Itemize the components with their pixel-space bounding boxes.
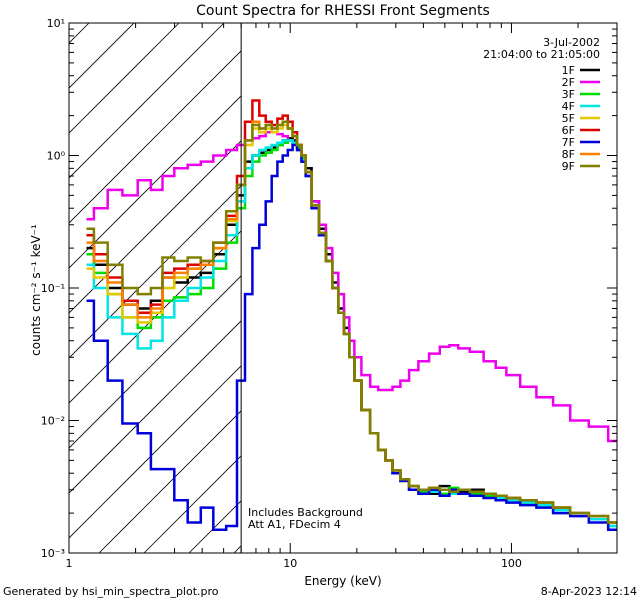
- y-tick-label: 10⁻³: [41, 547, 65, 560]
- annotation-background: Includes Background: [248, 506, 363, 519]
- legend-label-8f: 8F: [562, 148, 575, 161]
- y-tick-label: 10¹: [47, 17, 65, 30]
- series-line-8f: [86, 120, 617, 524]
- legend-label-3f: 3F: [562, 88, 575, 101]
- x-axis-label: Energy (keV): [304, 574, 381, 588]
- legend-label-7f: 7F: [562, 136, 575, 149]
- legend-label-9f: 9F: [562, 160, 575, 173]
- x-tick-label: 1: [66, 557, 73, 570]
- annotation-attenuator: Att A1, FDecim 4: [248, 518, 341, 531]
- series-line-5f: [86, 123, 617, 524]
- hatch-line: [98, 410, 242, 553]
- legend-label-2f: 2F: [562, 76, 575, 89]
- x-tick-label: 100: [501, 557, 522, 570]
- x-tick-label: 10: [283, 557, 297, 570]
- time-range-label: 21:04:00 to 21:05:00: [483, 48, 600, 61]
- hatch-line: [414, 23, 640, 553]
- y-tick-label: 10⁻²: [41, 415, 65, 428]
- y-tick-label: 10⁻¹: [41, 282, 65, 295]
- hatch-line: [69, 275, 242, 449]
- series-line-9f: [86, 120, 617, 524]
- chart-title: Count Spectra for RHESSI Front Segments: [196, 3, 490, 19]
- hatch-line: [369, 23, 640, 553]
- legend-label-6f: 6F: [562, 124, 575, 137]
- axes: 1 10 100 10⁻³ 10⁻² 10⁻¹ 10⁰ 10¹: [41, 17, 618, 570]
- series-line-2f: [86, 130, 617, 443]
- hatch-line: [69, 95, 242, 269]
- legend-label-1f: 1F: [562, 64, 575, 77]
- hatch-line: [233, 545, 242, 553]
- footer-timestamp: 8-Apr-2023 12:14: [541, 585, 637, 598]
- hatch-line: [69, 23, 180, 134]
- hatch-line: [69, 320, 242, 494]
- hatch-line: [69, 50, 242, 224]
- hatch-line: [324, 23, 640, 553]
- series-line-6f: [86, 99, 617, 524]
- series-line-1f: [86, 136, 617, 531]
- hatch-line: [69, 230, 242, 404]
- series-line-7f: [86, 143, 617, 531]
- hatched-region: [69, 23, 640, 553]
- hatch-line: [69, 185, 242, 359]
- date-label: 3-Jul-2002: [543, 36, 600, 49]
- hatch-line: [143, 455, 242, 553]
- legend-label-4f: 4F: [562, 100, 575, 113]
- y-tick-label: 10⁰: [47, 150, 66, 163]
- y-axis-label: counts cm⁻² s⁻¹ keV⁻¹: [29, 224, 43, 356]
- hatch-line: [69, 365, 242, 539]
- hatch-line: [69, 23, 225, 179]
- series-layer: [86, 99, 617, 531]
- footer-generated-by: Generated by hsi_min_spectra_plot.pro: [3, 585, 219, 598]
- legend-label-5f: 5F: [562, 112, 575, 125]
